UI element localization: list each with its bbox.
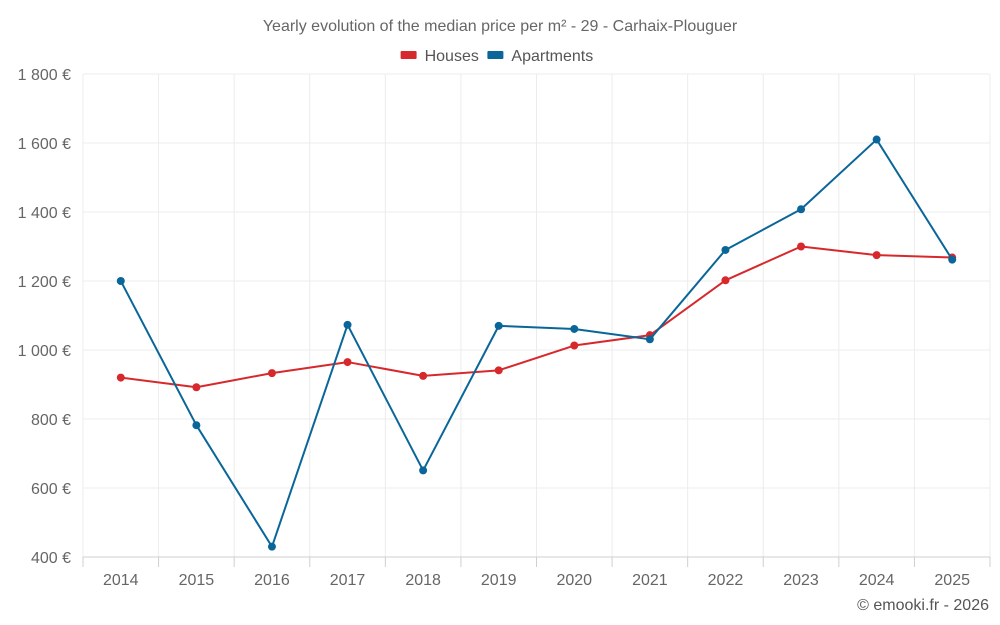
- credit-text: © emooki.fr - 2026: [857, 597, 989, 614]
- y-tick-label: 1 000 €: [18, 343, 71, 360]
- legend: Houses Apartments: [400, 48, 593, 65]
- data-point-houses: [570, 341, 579, 350]
- y-tick-label: 400 €: [31, 550, 71, 567]
- data-point-houses: [419, 371, 428, 380]
- y-tick-label: 1 600 €: [18, 136, 71, 153]
- series: [116, 135, 957, 551]
- x-tick-label: 2022: [708, 572, 744, 589]
- data-point-apartments: [343, 320, 352, 329]
- data-point-apartments: [419, 466, 428, 475]
- x-tick-label: 2015: [179, 572, 215, 589]
- grid: [82, 73, 991, 557]
- axes: 400 € 600 € 800 € 1 000 € 1 200 € 1 400 € 1 60…: [18, 67, 991, 589]
- data-point-apartments: [797, 205, 806, 214]
- x-tick-label: 2024: [859, 572, 895, 589]
- data-point-apartments: [570, 324, 579, 333]
- data-point-houses: [721, 276, 730, 285]
- data-point-apartments: [267, 542, 276, 551]
- x-tick-label: 2017: [330, 572, 366, 589]
- data-point-apartments: [494, 321, 503, 330]
- y-tick-label: 600 €: [31, 481, 71, 498]
- y-tick-label: 1 200 €: [18, 274, 71, 291]
- data-point-apartments: [872, 135, 881, 144]
- x-tick-label: 2019: [481, 572, 517, 589]
- legend-swatch-apartments: [487, 51, 504, 59]
- y-tick-label: 800 €: [31, 412, 71, 429]
- data-point-houses: [192, 383, 201, 392]
- data-point-apartments: [948, 255, 957, 264]
- chart-title: Yearly evolution of the median price per…: [263, 18, 738, 35]
- data-point-houses: [872, 251, 881, 260]
- data-point-apartments: [721, 245, 730, 254]
- x-tick-label: 2018: [405, 572, 441, 589]
- legend-swatch-houses: [400, 51, 417, 59]
- x-tick-label: 2025: [934, 572, 970, 589]
- data-point-apartments: [645, 335, 654, 344]
- data-point-houses: [494, 366, 503, 375]
- x-tick-label: 2020: [556, 572, 592, 589]
- x-tick-label: 2021: [632, 572, 668, 589]
- data-point-apartments: [116, 277, 125, 285]
- series-line-apartments: [119, 138, 954, 548]
- data-point-houses: [116, 373, 125, 382]
- data-point-houses: [797, 242, 806, 251]
- y-tick-label: 1 400 €: [18, 205, 71, 222]
- y-tick-label: 1 800 €: [18, 67, 71, 84]
- legend-label-houses: Houses: [425, 48, 479, 65]
- legend-label-apartments: Apartments: [511, 48, 593, 65]
- data-point-houses: [267, 369, 276, 378]
- x-tick-label: 2016: [254, 572, 290, 589]
- data-point-apartments: [192, 421, 201, 430]
- data-point-houses: [343, 358, 352, 367]
- series-line-houses: [120, 245, 953, 389]
- x-tick-label: 2014: [103, 572, 139, 589]
- x-tick-label: 2023: [783, 572, 819, 589]
